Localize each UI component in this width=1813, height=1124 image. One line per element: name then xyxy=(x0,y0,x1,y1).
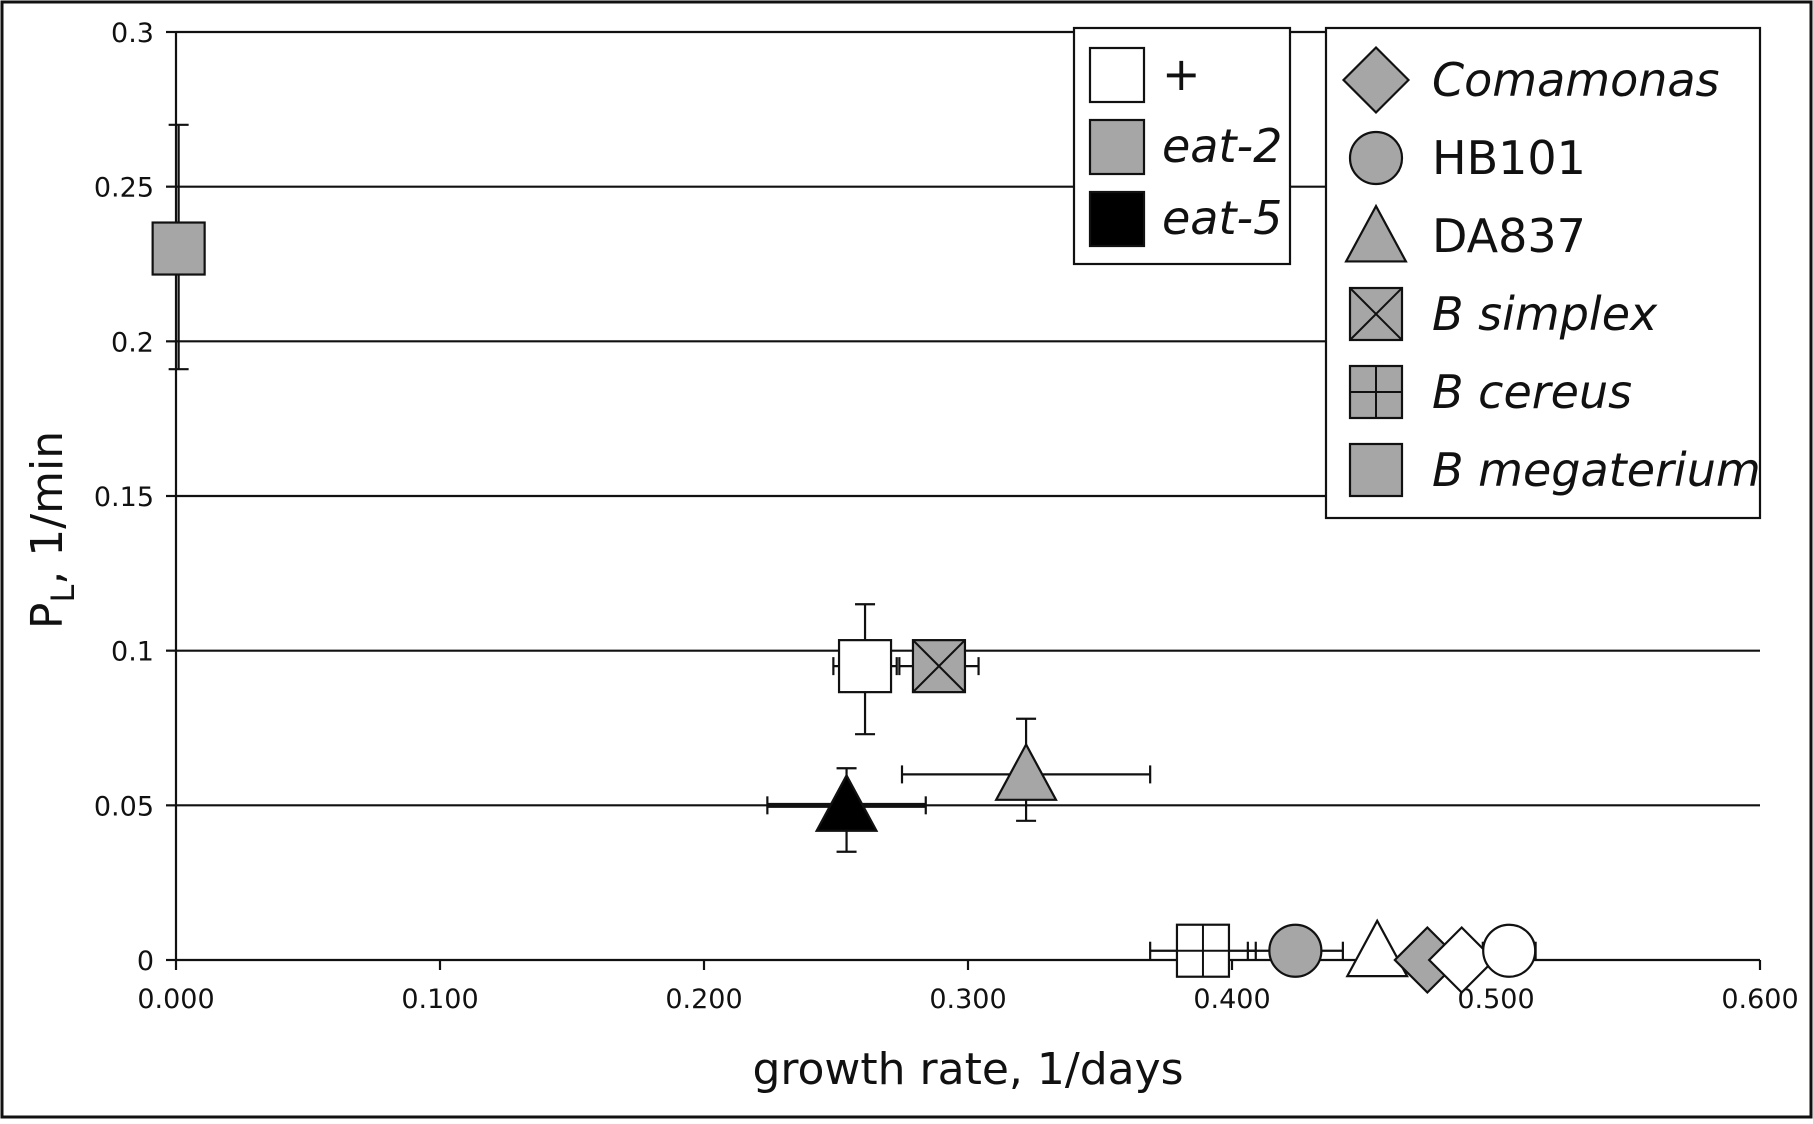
y-axis-title-main: P xyxy=(22,603,73,630)
legend-genotype-swatch-2 xyxy=(1088,190,1146,248)
y-tick-label-4: 0.2 xyxy=(111,327,154,358)
legend-food-label-3: B simplex xyxy=(1432,287,1658,341)
legend-food-label-0: Comamonas xyxy=(1432,53,1720,107)
y-tick-label-0: 0 xyxy=(137,946,154,977)
legend-food-marker-3-cross-b xyxy=(1349,287,1403,341)
x-tick-label-0: 0.000 xyxy=(137,984,214,1015)
data-point-4 xyxy=(814,773,879,832)
axes: 0 0.05 0.1 0.15 0.2 0.25 0.3 0.000 0.100 0.200 0.3… xyxy=(94,18,1799,1015)
legend-food-box xyxy=(1324,26,1762,520)
legend-food-label-5: B megaterium xyxy=(1432,443,1761,497)
y-tick-label-3: 0.15 xyxy=(94,482,154,513)
data-point-10 xyxy=(1482,923,1537,978)
legend-food-marker-4 xyxy=(1348,364,1404,420)
legend-food: Comamonas HB101 DA837 B simplex B cereus B me… xyxy=(1324,26,1762,520)
legend-food-label-2: DA837 xyxy=(1432,209,1586,263)
legend-food-marker-2 xyxy=(1344,203,1408,263)
data-point-2 xyxy=(911,639,967,694)
data-point-3-shape xyxy=(994,742,1058,801)
x-axis-title: growth rate, 1/days xyxy=(752,1044,1183,1095)
y-tick-label-1: 0.05 xyxy=(94,791,154,822)
legend-genotype-label-1: eat-2 xyxy=(1162,119,1282,173)
data-point-2-cross-b xyxy=(912,639,966,693)
legend-food-label-1: HB101 xyxy=(1432,131,1586,185)
y-axis-title-sub: L xyxy=(44,585,82,603)
legend-genotype-swatch-1 xyxy=(1088,118,1146,176)
data-point-7 xyxy=(1345,918,1409,978)
data-point-0-shape xyxy=(151,221,206,276)
legend-genotype-swatch-0 xyxy=(1088,46,1146,104)
legend-food-marker-5 xyxy=(1348,442,1404,498)
data-point-6 xyxy=(1268,923,1323,978)
y-tick-label-6: 0.3 xyxy=(111,18,154,49)
legend-genotype-label-0: + xyxy=(1162,47,1201,101)
legend-genotype-label-2: eat-5 xyxy=(1162,191,1282,245)
x-tick-label-1: 0.100 xyxy=(401,984,478,1015)
x-tick-label-4: 0.400 xyxy=(1193,984,1270,1015)
data-point-5 xyxy=(1175,923,1231,978)
data-point-6-shape xyxy=(1268,923,1323,978)
data-point-1 xyxy=(837,639,893,694)
y-axis-title-rest: , 1/min xyxy=(22,431,73,585)
x-tick-label-3: 0.300 xyxy=(929,984,1006,1015)
y-axis-title: PL, 1/min xyxy=(22,431,82,629)
data-point-1-shape xyxy=(837,639,893,694)
data-point-4-shape xyxy=(814,773,879,832)
x-tick-label-6: 0.600 xyxy=(1721,984,1798,1015)
x-tick-label-5: 0.500 xyxy=(1457,984,1534,1015)
legend-food-label-4: B cereus xyxy=(1432,365,1632,419)
legend-food-marker-1 xyxy=(1348,130,1404,186)
data-point-3 xyxy=(994,742,1058,801)
legend-food-marker-3 xyxy=(1348,286,1404,342)
legend-genotype: + eat-2 eat-5 xyxy=(1072,26,1292,266)
data-point-7-shape xyxy=(1345,918,1409,978)
y-tick-label-5: 0.25 xyxy=(94,173,154,204)
y-tick-label-2: 0.1 xyxy=(111,637,154,668)
data-point-10-shape xyxy=(1482,923,1537,978)
svg-text:PL, 1/min: PL, 1/min xyxy=(22,431,82,629)
x-tick-label-2: 0.200 xyxy=(665,984,742,1015)
legend-food-marker-0 xyxy=(1341,45,1411,115)
data-point-0 xyxy=(151,221,206,276)
legend-food-marker-5-shape xyxy=(1348,442,1404,498)
legend-food-marker-1-shape xyxy=(1348,130,1404,186)
legend-food-marker-2-shape xyxy=(1344,203,1408,263)
legend-food-marker-0-shape xyxy=(1341,45,1411,115)
data-points xyxy=(151,221,1537,995)
